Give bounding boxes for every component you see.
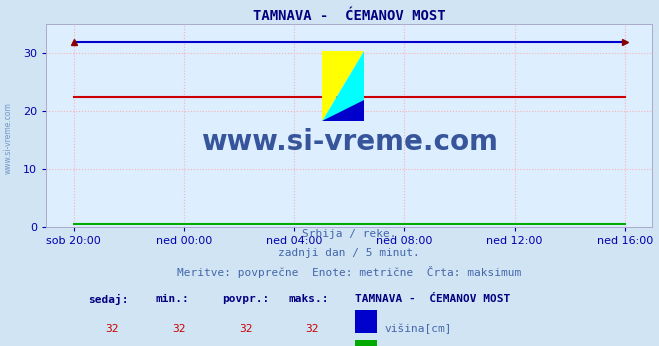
Text: www.si-vreme.com: www.si-vreme.com — [3, 102, 13, 174]
Text: TAMNAVA -  ĆEMANOV MOST: TAMNAVA - ĆEMANOV MOST — [355, 294, 511, 304]
Text: povpr.:: povpr.: — [222, 294, 269, 304]
Text: Meritve: povprečne  Enote: metrične  Črta: maksimum: Meritve: povprečne Enote: metrične Črta:… — [177, 266, 521, 278]
Title: TAMNAVA -  ĆEMANOV MOST: TAMNAVA - ĆEMANOV MOST — [253, 9, 445, 23]
Bar — [355, 310, 376, 333]
Text: 32: 32 — [306, 324, 319, 334]
Text: min.:: min.: — [156, 294, 189, 304]
Text: 32: 32 — [239, 324, 252, 334]
Text: maks.:: maks.: — [289, 294, 329, 304]
Text: sedaj:: sedaj: — [88, 294, 129, 305]
Text: 32: 32 — [172, 324, 186, 334]
Text: 32: 32 — [105, 324, 119, 334]
Text: zadnji dan / 5 minut.: zadnji dan / 5 minut. — [278, 248, 420, 258]
Text: www.si-vreme.com: www.si-vreme.com — [201, 128, 498, 156]
Text: višina[cm]: višina[cm] — [384, 324, 452, 335]
Bar — [355, 340, 376, 346]
Text: Srbija / reke.: Srbija / reke. — [302, 229, 397, 239]
